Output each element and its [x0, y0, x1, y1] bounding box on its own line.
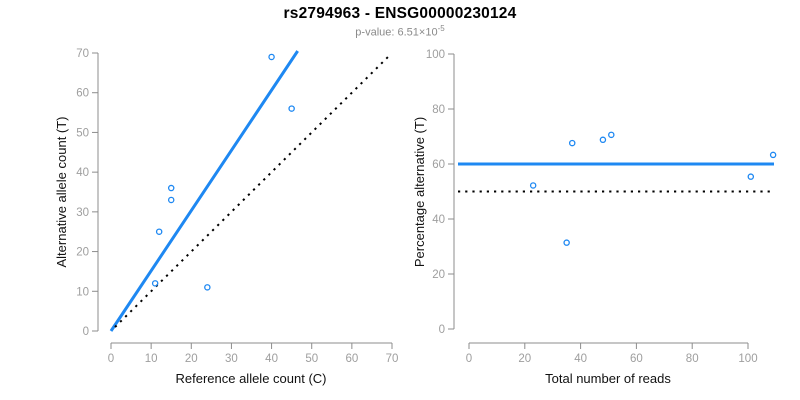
- x-tick-label: 60: [630, 353, 643, 365]
- x-tick-label: 70: [386, 353, 399, 365]
- x-tick-label: 10: [145, 353, 158, 365]
- x-tick-label: 40: [265, 353, 278, 365]
- y-tick-label: 0: [83, 326, 89, 338]
- y-tick-label: 20: [76, 247, 89, 259]
- data-point: [563, 239, 570, 246]
- x-tick-label: 30: [225, 353, 238, 365]
- p-value-exponent: -5: [437, 24, 445, 33]
- y-tick-label: 40: [76, 167, 89, 179]
- y-axis-label: Alternative allele count (T): [54, 116, 69, 267]
- x-tick-label: 50: [305, 353, 318, 365]
- data-point: [599, 136, 607, 144]
- x-tick-label: 40: [574, 353, 587, 365]
- y-tick-label: 40: [432, 214, 445, 226]
- y-tick-label: 60: [432, 159, 445, 171]
- y-tick-label: 70: [76, 48, 89, 60]
- y-tick-label: 10: [76, 286, 89, 298]
- data-point: [268, 53, 275, 61]
- y-tick-label: 0: [439, 324, 445, 336]
- data-point: [167, 196, 175, 204]
- y-tick-label: 20: [432, 269, 445, 281]
- x-tick-label: 0: [466, 353, 472, 365]
- identity-line: [114, 56, 389, 328]
- data-point: [568, 139, 576, 147]
- data-point: [608, 131, 615, 139]
- data-point: [529, 182, 537, 189]
- data-point: [204, 284, 211, 291]
- x-tick-label: 20: [518, 353, 531, 365]
- data-point: [288, 105, 295, 112]
- data-point: [151, 280, 159, 287]
- x-tick-label: 60: [345, 353, 358, 365]
- right-scatter-plot: 0 20 40 60 80 100 0 20 40 60 80 100 Total number of …: [412, 49, 777, 386]
- x-axis-label: Reference allele count (C): [175, 371, 326, 386]
- chart-title: rs2794963 - ENSG00000230124: [283, 5, 517, 22]
- data-point: [167, 184, 175, 192]
- chart-subtitle: p-value: 6.51×10-5: [0, 24, 800, 39]
- x-axis-label: Total number of reads: [545, 371, 671, 386]
- y-tick-label: 50: [76, 127, 89, 139]
- p-value-text: p-value: 6.51×10: [355, 26, 438, 39]
- y-tick-label: 80: [432, 104, 445, 116]
- data-point: [769, 151, 777, 159]
- fitted-ratio-line: [109, 50, 299, 332]
- y-tick-label: 60: [76, 88, 89, 100]
- y-tick-label: 100: [426, 49, 445, 61]
- x-tick-label: 100: [738, 353, 757, 365]
- x-tick-label: 80: [686, 353, 699, 365]
- left-scatter-plot: 0 10 20 30 40 50 60 70 0 10 20 30 40 50 60 70 Reference …: [54, 48, 399, 386]
- data-point: [155, 228, 163, 235]
- data-point: [747, 173, 755, 180]
- x-tick-label: 0: [108, 353, 114, 365]
- y-tick-label: 30: [76, 207, 89, 219]
- y-axis-label: Percentage alternative (T): [412, 117, 427, 267]
- x-tick-label: 20: [185, 353, 198, 365]
